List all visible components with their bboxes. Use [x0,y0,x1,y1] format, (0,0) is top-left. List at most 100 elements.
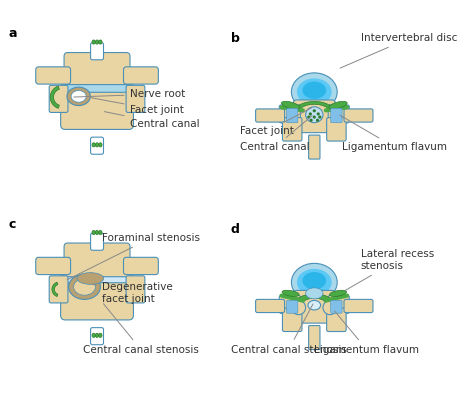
FancyArrowPatch shape [282,296,303,301]
FancyBboxPatch shape [327,117,346,141]
Ellipse shape [292,73,337,111]
FancyBboxPatch shape [279,296,301,313]
Ellipse shape [306,288,323,299]
Ellipse shape [95,143,99,147]
Ellipse shape [329,101,347,109]
FancyBboxPatch shape [61,274,134,320]
Ellipse shape [69,274,100,299]
Text: Ligamentum flavum: Ligamentum flavum [340,115,447,152]
Circle shape [307,115,310,119]
FancyBboxPatch shape [64,52,130,89]
FancyBboxPatch shape [126,276,145,303]
Text: Facet joint: Facet joint [91,98,183,115]
Ellipse shape [292,263,337,301]
Text: Ligamentum flavum: Ligamentum flavum [314,311,419,355]
FancyBboxPatch shape [344,299,373,312]
Circle shape [310,119,313,122]
Circle shape [313,115,316,119]
FancyBboxPatch shape [61,84,134,130]
FancyBboxPatch shape [124,257,158,275]
Text: Central canal stenosis: Central canal stenosis [231,304,346,355]
Polygon shape [294,294,335,304]
Ellipse shape [282,290,299,296]
Ellipse shape [73,279,95,295]
FancyBboxPatch shape [255,109,284,122]
Text: d: d [231,223,239,236]
Circle shape [318,115,321,119]
FancyBboxPatch shape [328,105,349,123]
FancyBboxPatch shape [293,290,336,323]
Text: c: c [9,218,16,231]
FancyBboxPatch shape [283,308,302,331]
Circle shape [317,112,320,115]
Text: Foraminal stenosis: Foraminal stenosis [67,233,200,280]
Ellipse shape [292,301,306,315]
FancyArrowPatch shape [326,296,347,301]
FancyBboxPatch shape [49,276,68,303]
Ellipse shape [99,333,102,337]
Ellipse shape [95,333,99,337]
FancyBboxPatch shape [293,100,336,133]
Ellipse shape [99,230,102,234]
FancyBboxPatch shape [331,300,342,313]
Ellipse shape [323,301,337,315]
FancyBboxPatch shape [344,109,373,122]
FancyBboxPatch shape [64,85,130,92]
Ellipse shape [77,273,104,284]
Text: Central canal: Central canal [104,112,199,129]
Ellipse shape [92,40,95,44]
Ellipse shape [297,78,332,105]
FancyBboxPatch shape [328,296,349,313]
Ellipse shape [99,40,102,44]
Ellipse shape [92,230,95,234]
Ellipse shape [308,301,320,310]
Circle shape [316,119,319,122]
FancyBboxPatch shape [283,117,302,141]
FancyBboxPatch shape [309,135,320,159]
Ellipse shape [99,143,102,147]
FancyBboxPatch shape [286,300,298,313]
FancyBboxPatch shape [36,67,71,84]
Text: Degenerative
facet joint: Degenerative facet joint [92,282,173,303]
FancyBboxPatch shape [91,137,103,154]
FancyBboxPatch shape [91,328,103,345]
FancyBboxPatch shape [309,325,320,349]
Ellipse shape [329,290,346,296]
FancyBboxPatch shape [49,85,68,112]
FancyBboxPatch shape [91,233,103,250]
Text: Central canal stenosis: Central canal stenosis [83,304,199,355]
Text: Central canal: Central canal [240,115,312,152]
Polygon shape [293,102,335,112]
Circle shape [309,112,312,115]
FancyBboxPatch shape [36,257,71,275]
Ellipse shape [95,40,99,44]
FancyBboxPatch shape [64,277,130,283]
FancyBboxPatch shape [64,243,130,280]
FancyBboxPatch shape [126,85,145,112]
Ellipse shape [95,230,99,234]
Ellipse shape [92,143,95,147]
FancyBboxPatch shape [91,43,103,60]
Circle shape [313,109,316,112]
Ellipse shape [92,333,95,337]
Text: Intervertebral disc: Intervertebral disc [340,33,457,68]
FancyBboxPatch shape [255,299,284,312]
Polygon shape [50,86,59,108]
FancyBboxPatch shape [327,308,346,331]
Text: a: a [9,28,18,41]
FancyBboxPatch shape [286,108,298,123]
Ellipse shape [297,269,332,296]
Ellipse shape [302,82,326,99]
Ellipse shape [302,272,326,290]
Text: b: b [231,32,239,45]
FancyBboxPatch shape [279,105,301,123]
Ellipse shape [71,91,86,102]
Text: Facet joint: Facet joint [240,108,312,136]
Text: Nerve root: Nerve root [74,89,185,99]
Ellipse shape [67,87,91,106]
FancyBboxPatch shape [124,67,158,84]
Ellipse shape [282,101,300,109]
Polygon shape [52,282,58,297]
FancyArrowPatch shape [282,107,303,110]
FancyArrowPatch shape [326,107,347,110]
